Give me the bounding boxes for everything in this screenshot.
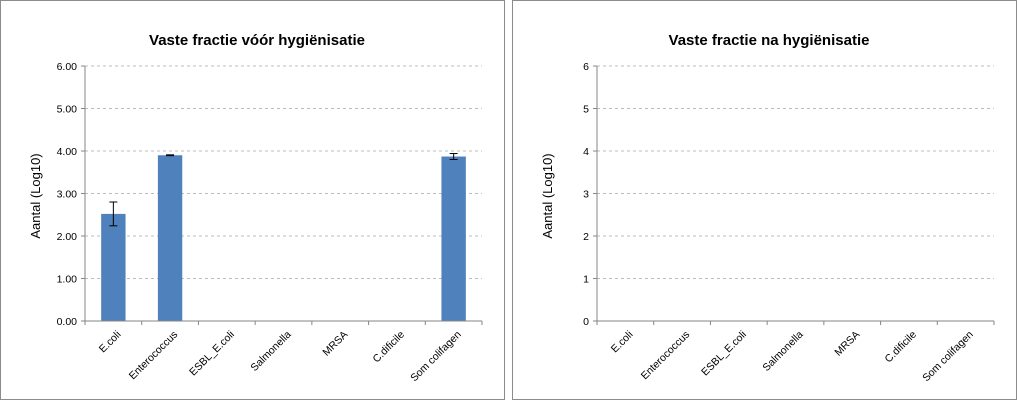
- chart-panel-before: Vaste fractie vóór hygiënisatie Aantal (…: [0, 0, 505, 400]
- chart-before-svg: Vaste fractie vóór hygiënisatie Aantal (…: [0, 0, 505, 400]
- y-tick-label: 4.00: [57, 146, 78, 158]
- bar-som-colifagen: [441, 156, 466, 321]
- tick-labels: 0 1 2 3 4 5 6 E.coli Enterococcus ESBL_E.coli Salm…: [583, 61, 976, 384]
- chart-after-svg: Vaste fractie na hygiënisatie Aantal (Lo…: [512, 0, 1017, 400]
- y-tick-label: 0: [583, 316, 589, 328]
- x-tick-label: MRSA: [320, 329, 350, 359]
- bar-enterococcus: [157, 155, 183, 321]
- y-tick-label: 3.00: [57, 189, 78, 201]
- axes: [81, 65, 483, 325]
- x-tick-label: ESBL_E.coli: [187, 329, 237, 379]
- x-tick-label: E.coli: [609, 329, 636, 356]
- error-bar: [449, 153, 458, 160]
- chart-title: Vaste fractie vóór hygiënisatie: [149, 32, 365, 49]
- chart-title: Vaste fractie na hygiënisatie: [669, 32, 870, 49]
- axes: [593, 65, 995, 325]
- x-tick-label: Salmonella: [760, 329, 805, 374]
- x-tick-label: Enterococcus: [639, 329, 692, 382]
- y-tick-label: 2: [583, 231, 589, 243]
- y-tick-label: 6.00: [57, 61, 78, 73]
- x-tick-label: C.dificile: [371, 329, 408, 366]
- y-tick-label: 4: [583, 146, 589, 158]
- x-tick-label: Som colifagen: [920, 329, 976, 385]
- y-tick-label: 1: [583, 274, 589, 286]
- x-tick-label: E.coli: [97, 329, 124, 356]
- error-bar: [109, 201, 118, 227]
- y-tick-label: 5: [583, 104, 589, 116]
- gridlines: [85, 65, 482, 279]
- x-tick-label: ESBL_E.coli: [699, 329, 749, 379]
- y-axis-label: Aantal (Log10): [28, 153, 43, 238]
- x-tick-label: Salmonella: [248, 329, 293, 374]
- y-tick-label: 3: [583, 189, 589, 201]
- chart-panel-after: Vaste fractie na hygiënisatie Aantal (Lo…: [512, 0, 1017, 400]
- y-tick-label: 2.00: [57, 231, 78, 243]
- y-axis-label: Aantal (Log10): [540, 153, 555, 238]
- error-bar: [166, 154, 175, 157]
- bar-e-coli: [101, 213, 126, 321]
- gridlines: [597, 65, 994, 279]
- y-tick-label: 6: [583, 61, 589, 73]
- x-tick-label: MRSA: [832, 329, 862, 359]
- y-tick-label: 5.00: [57, 104, 78, 116]
- x-tick-label: Enterococcus: [127, 329, 180, 382]
- x-tick-label: C.dificile: [883, 329, 920, 366]
- y-tick-label: 0.00: [57, 316, 78, 328]
- x-tick-label: Som colifagen: [408, 329, 464, 385]
- bars: [101, 153, 466, 321]
- y-tick-label: 1.00: [57, 274, 78, 286]
